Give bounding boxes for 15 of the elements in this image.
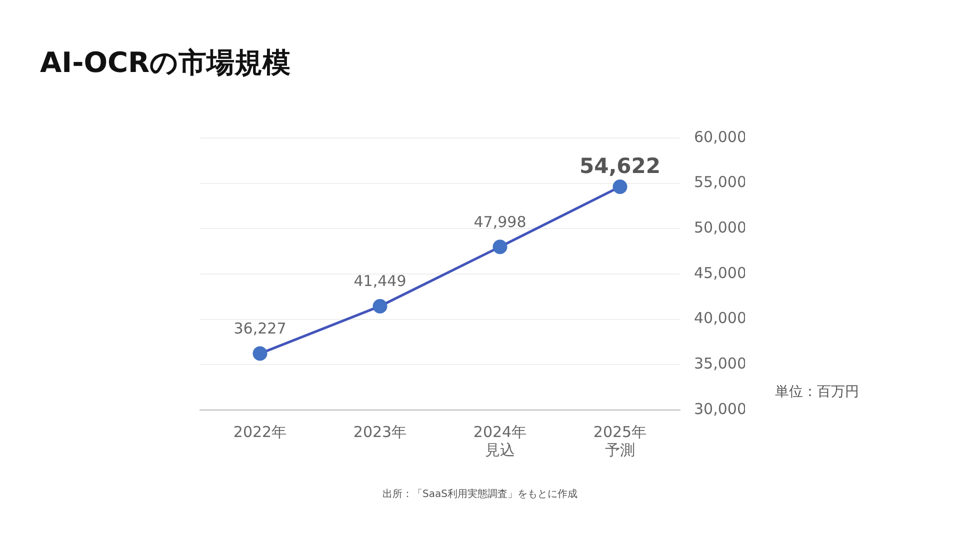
point xyxy=(612,180,628,194)
data-label: 36,227 xyxy=(234,320,286,338)
text: 単位：百万円 xyxy=(775,383,859,401)
x-tick-label: 2025年予測 xyxy=(593,422,647,459)
data-label: 47,998 xyxy=(474,212,526,231)
point xyxy=(252,346,268,361)
text: 出所：「SaaS利用実態調査」をもとに作成 xyxy=(382,488,578,501)
data-label: 54,622 xyxy=(579,154,661,178)
chart-title: AI-OCRの市場規模 xyxy=(40,45,291,81)
point xyxy=(372,298,388,314)
x-tick-label: 2022年 xyxy=(233,422,287,441)
data-label: 41,449 xyxy=(354,272,406,290)
point xyxy=(492,240,508,254)
x-tick-label: 2024年見込 xyxy=(473,422,527,459)
x-tick-label: 2023年 xyxy=(353,422,407,441)
